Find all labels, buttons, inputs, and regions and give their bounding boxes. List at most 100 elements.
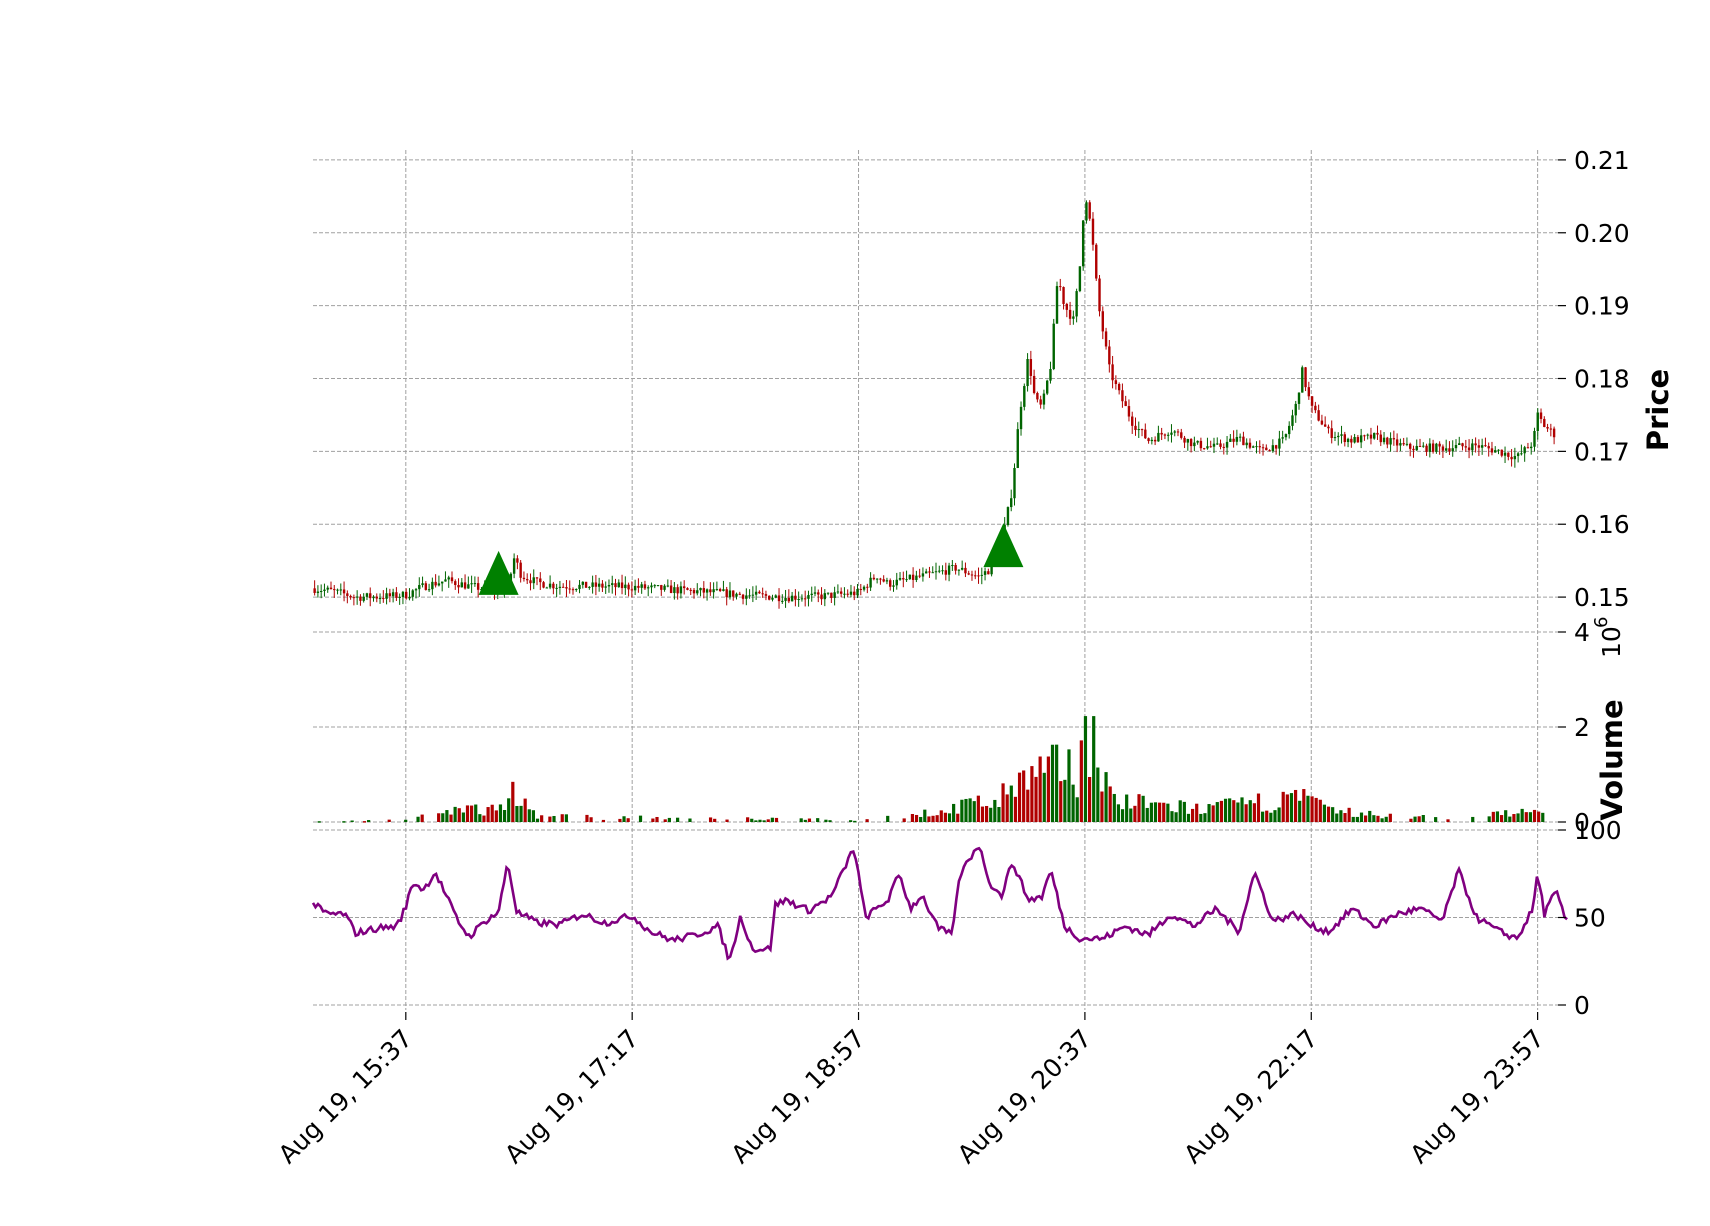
candle-body (924, 571, 928, 574)
candle-body (1088, 202, 1091, 219)
candle-body (934, 571, 938, 573)
candle-body (682, 586, 686, 589)
volume-bar (1265, 810, 1269, 822)
candle-body (1415, 445, 1418, 451)
candle-body (813, 592, 817, 594)
candle-body (951, 565, 954, 567)
volume-bar (1499, 815, 1504, 822)
candle-body (532, 577, 535, 584)
candle-body (1242, 436, 1245, 446)
volume-bar (935, 815, 939, 822)
candle-body (548, 583, 552, 588)
candle-body (1451, 448, 1454, 452)
candle-body (735, 593, 738, 597)
candle-body (1543, 418, 1546, 427)
candle-body (352, 597, 356, 599)
candle-body (339, 589, 342, 591)
candle-body (676, 587, 679, 594)
candle-body (1507, 452, 1510, 457)
candle-body (434, 581, 437, 586)
candle-body (1484, 445, 1487, 447)
candle-body (1490, 448, 1494, 453)
candle-body (862, 586, 866, 590)
volume-bar (651, 818, 655, 822)
x-tick-label: Aug 19, 22:17 (1178, 1024, 1323, 1169)
volume-bar (952, 803, 956, 822)
candle-body (1186, 439, 1190, 443)
candle-body (1196, 440, 1199, 443)
price-candles (313, 200, 1556, 609)
volume-bar (939, 810, 943, 822)
volume-bar (923, 809, 927, 822)
candle-body (1435, 443, 1438, 452)
candle-body (1281, 437, 1284, 439)
volume-bar (507, 798, 511, 822)
candle-body (1359, 435, 1363, 443)
candle-body (372, 596, 375, 599)
candle-body (784, 597, 787, 601)
candle-body (987, 571, 990, 575)
candle-body (611, 583, 614, 586)
volume-bar (902, 818, 906, 822)
volume-bar (1314, 797, 1318, 822)
candle-body (1464, 446, 1468, 448)
candle-body (1461, 443, 1464, 447)
candle-body (1467, 447, 1471, 451)
candle-body (1422, 445, 1425, 447)
volume-bar (1075, 797, 1079, 822)
candle-body (349, 595, 352, 598)
volume-bar (511, 781, 515, 822)
x-tick-label: Aug 19, 18:57 (725, 1024, 870, 1169)
candle-body (797, 599, 800, 601)
volume-bar (367, 820, 371, 822)
volume-bar (1071, 784, 1075, 822)
candle-body (1480, 445, 1484, 448)
volume-bar (1537, 811, 1541, 822)
candle-body (614, 583, 617, 588)
candle-body (833, 592, 836, 598)
candle-body (1216, 443, 1219, 445)
candle-body (918, 575, 921, 577)
candle-body (960, 567, 964, 570)
volume-bar (1096, 767, 1100, 822)
volume-bar (1158, 802, 1162, 822)
candle-body (1533, 431, 1536, 447)
candle-body (1016, 429, 1019, 468)
volume-axis-title: Volume (1595, 699, 1629, 820)
rsi-line (311, 846, 1568, 961)
candle-body (1520, 453, 1523, 455)
candle-body (751, 594, 755, 596)
candle-body (830, 592, 833, 598)
candle-body (1323, 424, 1327, 427)
candle-body (754, 591, 758, 595)
volume-bar (1022, 770, 1026, 822)
candle-body (539, 578, 542, 583)
volume-bar (1495, 811, 1500, 822)
volume-bar (865, 819, 869, 822)
candle-body (653, 585, 656, 587)
candle-body (1297, 392, 1301, 404)
volume-bar (997, 807, 1001, 822)
candle-body (1552, 428, 1556, 438)
rsi-path (311, 846, 1568, 961)
candle-body (679, 586, 683, 594)
volume-bar (1240, 797, 1244, 822)
candle-body (346, 593, 349, 596)
volume-bar (713, 818, 717, 822)
volume-bar (1009, 785, 1013, 822)
candle-body (578, 584, 581, 590)
candle-body (699, 588, 702, 591)
volume-bar (1331, 807, 1335, 822)
candle-body (885, 580, 889, 582)
volume-bar (1116, 804, 1121, 822)
candle-body (1523, 447, 1526, 454)
candle-body (911, 574, 915, 580)
candle-body (1055, 286, 1059, 324)
volume-bar (1170, 811, 1174, 822)
volume-bar (1223, 798, 1228, 822)
volume-bar (1046, 756, 1050, 822)
y-tick-label: 50 (1574, 904, 1606, 933)
candle-body (1513, 456, 1517, 460)
candle-body (647, 587, 650, 589)
candle-body (473, 583, 477, 585)
